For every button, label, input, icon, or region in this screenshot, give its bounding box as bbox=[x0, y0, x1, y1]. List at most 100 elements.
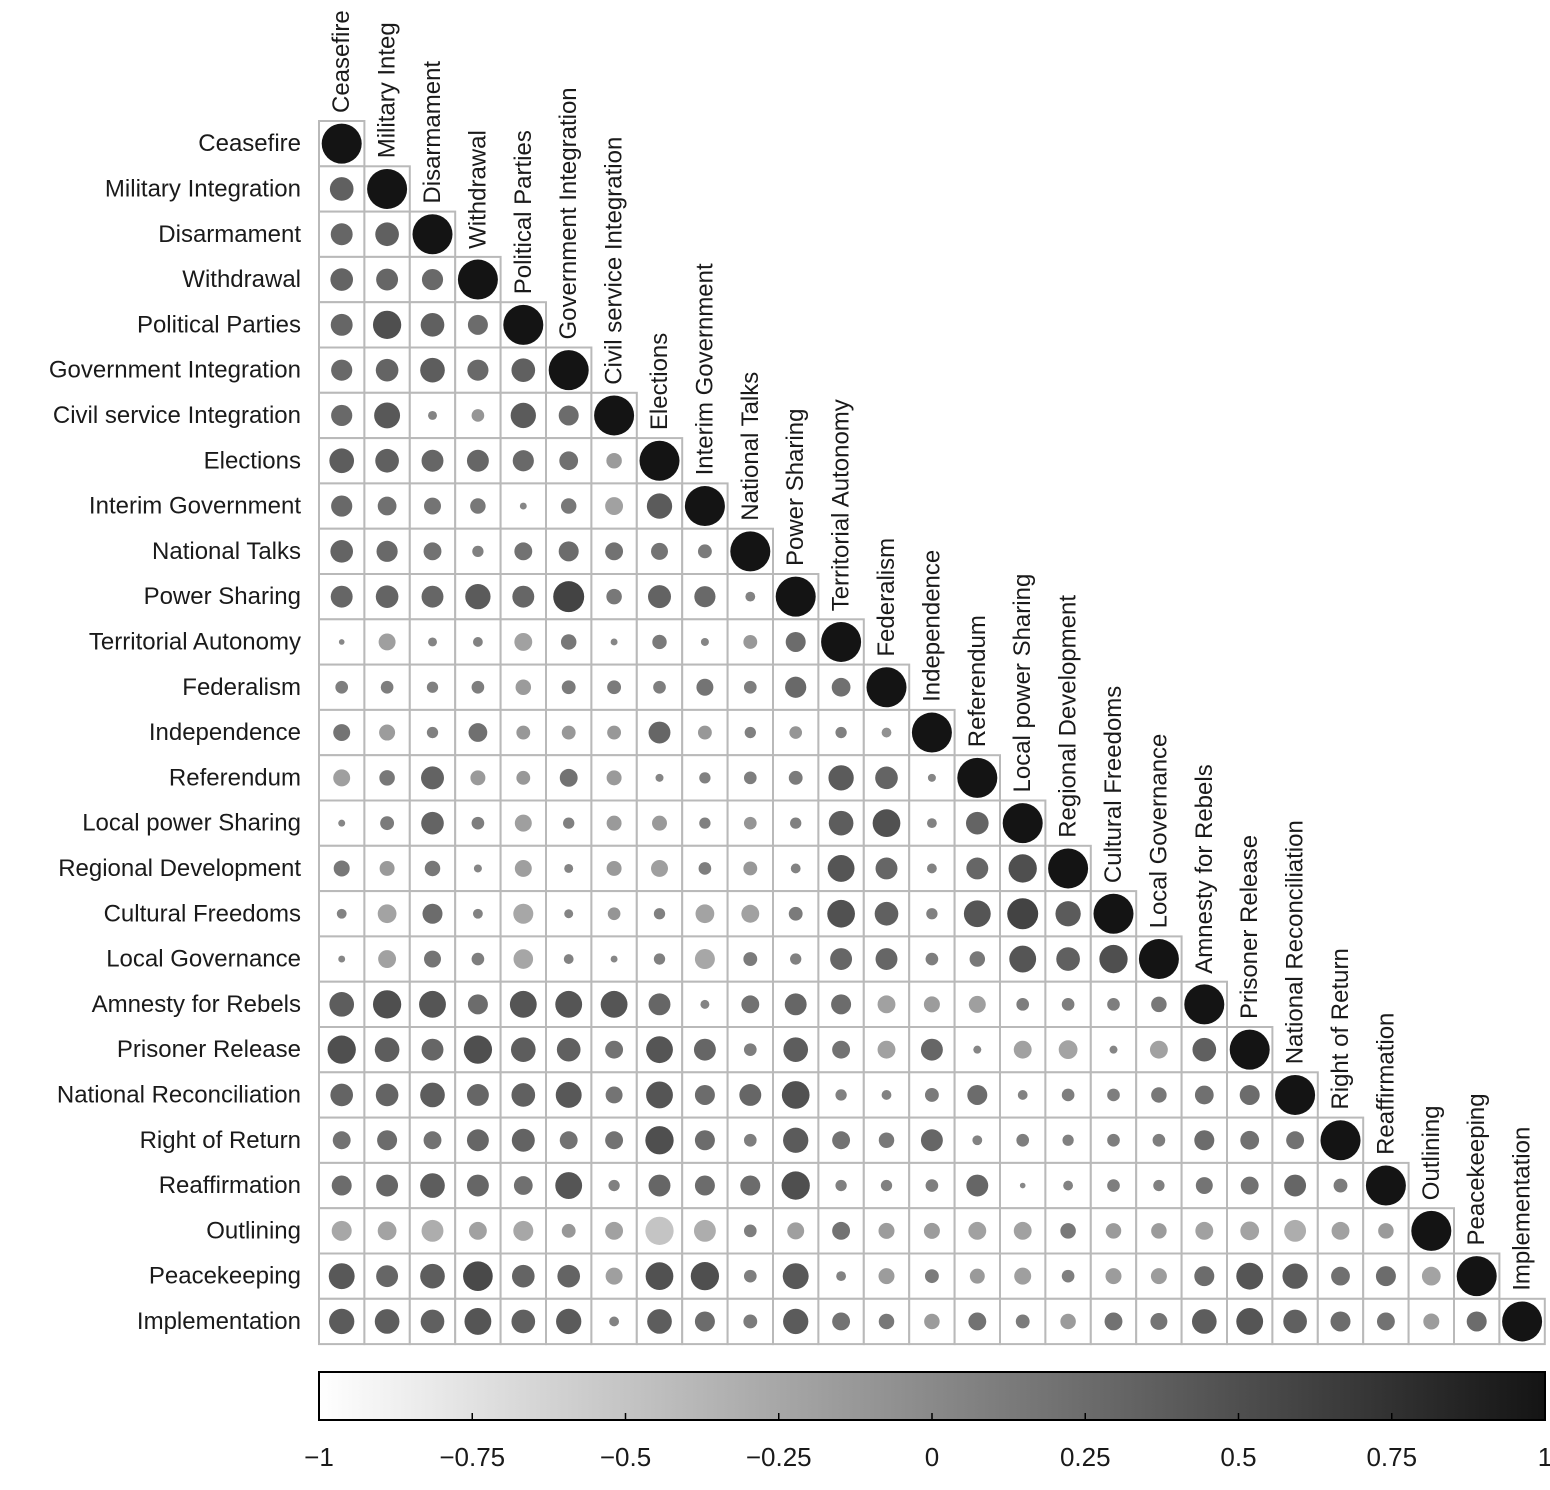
correlation-dot bbox=[421, 1038, 444, 1061]
correlation-dot bbox=[457, 259, 498, 300]
correlation-dot bbox=[1194, 1266, 1215, 1287]
correlation-dot bbox=[923, 996, 940, 1013]
correlation-dot bbox=[783, 1037, 809, 1062]
correlation-dot bbox=[827, 855, 855, 882]
colorbar-tick-label: 1 bbox=[1538, 1442, 1550, 1472]
column-label: National Talks bbox=[737, 372, 764, 521]
correlation-dot bbox=[330, 540, 354, 563]
correlation-dot bbox=[467, 994, 488, 1015]
correlation-dot bbox=[335, 680, 349, 694]
correlation-dot bbox=[1008, 854, 1037, 883]
column-label: Cultural Freedoms bbox=[1100, 686, 1127, 883]
correlation-dot bbox=[927, 773, 936, 782]
colorbar-tick-label: −0.5 bbox=[600, 1442, 651, 1472]
correlation-dot bbox=[832, 1131, 851, 1150]
colorbar-tick-label: −1 bbox=[304, 1442, 334, 1472]
correlation-dot bbox=[333, 724, 351, 742]
correlation-dot bbox=[694, 1084, 715, 1105]
correlation-dot bbox=[375, 1083, 399, 1107]
correlation-dot bbox=[329, 177, 354, 201]
correlation-dot bbox=[926, 908, 938, 920]
correlation-dot bbox=[1093, 893, 1134, 934]
correlation-dot bbox=[1378, 1223, 1394, 1239]
correlation-dot bbox=[421, 1219, 444, 1242]
correlation-dot bbox=[513, 1220, 534, 1241]
correlation-dot bbox=[1019, 1182, 1026, 1189]
correlation-dot bbox=[695, 904, 715, 924]
correlation-dot bbox=[831, 677, 851, 697]
correlation-dot bbox=[328, 1263, 355, 1290]
correlation-dot bbox=[426, 726, 439, 739]
correlation-dot bbox=[969, 951, 986, 967]
correlation-dot bbox=[743, 1224, 757, 1238]
correlation-dot bbox=[553, 581, 585, 613]
correlation-dot bbox=[609, 1316, 619, 1327]
colorbar-legend: −1 −0.75 −0.5 −0.25 0 0.25 0.5 0.75 1 bbox=[304, 1371, 1550, 1472]
column-label: Ceasefire bbox=[328, 10, 355, 113]
correlation-dot bbox=[331, 359, 353, 381]
correlation-dot bbox=[745, 591, 756, 602]
correlation-dot bbox=[741, 904, 760, 923]
correlation-dot bbox=[610, 638, 618, 646]
correlation-dot bbox=[514, 814, 532, 832]
correlation-dot bbox=[1152, 1133, 1166, 1147]
correlation-dot bbox=[468, 1221, 487, 1240]
correlation-dot bbox=[1138, 939, 1179, 980]
correlation-dot bbox=[878, 1222, 895, 1239]
correlation-dot bbox=[514, 633, 533, 651]
correlation-dot bbox=[775, 576, 816, 617]
correlation-dot bbox=[785, 631, 806, 652]
correlation-dot bbox=[513, 903, 534, 924]
correlation-dot bbox=[330, 585, 353, 608]
correlation-dot bbox=[832, 1040, 851, 1059]
correlation-dot bbox=[421, 585, 444, 608]
correlation-dot bbox=[875, 766, 898, 790]
correlation-dot bbox=[693, 1038, 716, 1061]
matrix-cell bbox=[499, 1116, 548, 1164]
correlation-dot bbox=[1421, 1266, 1441, 1286]
correlation-dot bbox=[330, 268, 354, 291]
column-label: Prisoner Release bbox=[1236, 835, 1263, 1019]
correlation-dot bbox=[464, 1308, 492, 1335]
correlation-dot bbox=[510, 1037, 536, 1062]
correlation-dot bbox=[788, 770, 803, 785]
matrix-cell bbox=[772, 618, 820, 666]
column-label: Territorial Autonomy bbox=[828, 399, 855, 611]
correlation-dot bbox=[684, 486, 725, 527]
correlation-dot bbox=[377, 496, 397, 516]
correlation-dot bbox=[607, 725, 622, 740]
correlation-dot bbox=[694, 949, 715, 970]
correlation-dot bbox=[648, 585, 671, 609]
correlation-dot bbox=[466, 1129, 489, 1152]
correlation-dot bbox=[558, 541, 579, 562]
correlation-dot bbox=[645, 1262, 674, 1291]
correlation-dot bbox=[329, 1308, 355, 1335]
matrix-cell bbox=[1271, 1297, 1319, 1346]
correlation-dot bbox=[1061, 998, 1075, 1011]
correlation-dot bbox=[647, 1309, 672, 1334]
correlation-dot bbox=[969, 1268, 985, 1284]
correlation-dot bbox=[646, 493, 673, 519]
correlation-dot bbox=[512, 585, 535, 608]
matrix-cell bbox=[318, 391, 366, 440]
correlation-dot bbox=[653, 680, 666, 694]
correlation-dot bbox=[376, 268, 399, 291]
correlation-dot bbox=[1236, 1262, 1264, 1290]
correlation-dot bbox=[694, 1311, 715, 1332]
correlation-dot bbox=[1107, 1088, 1120, 1102]
row-label: Ceasefire bbox=[198, 130, 301, 157]
correlation-dot bbox=[1153, 1179, 1165, 1192]
column-label: National Reconciliation bbox=[1282, 820, 1309, 1064]
correlation-dot bbox=[558, 405, 579, 426]
correlation-dot bbox=[693, 1219, 716, 1242]
column-label: Local power Sharing bbox=[1009, 574, 1036, 793]
row-label: Prisoner Release bbox=[117, 1036, 301, 1063]
correlation-dot bbox=[1240, 1176, 1259, 1195]
column-label: Implementation bbox=[1509, 1127, 1536, 1291]
row-label: Cultural Freedoms bbox=[104, 900, 301, 927]
correlation-dot bbox=[743, 816, 757, 830]
correlation-dot bbox=[468, 723, 488, 742]
correlation-dot bbox=[872, 809, 901, 838]
correlation-dot bbox=[511, 1264, 535, 1288]
correlation-dot bbox=[1055, 901, 1081, 927]
